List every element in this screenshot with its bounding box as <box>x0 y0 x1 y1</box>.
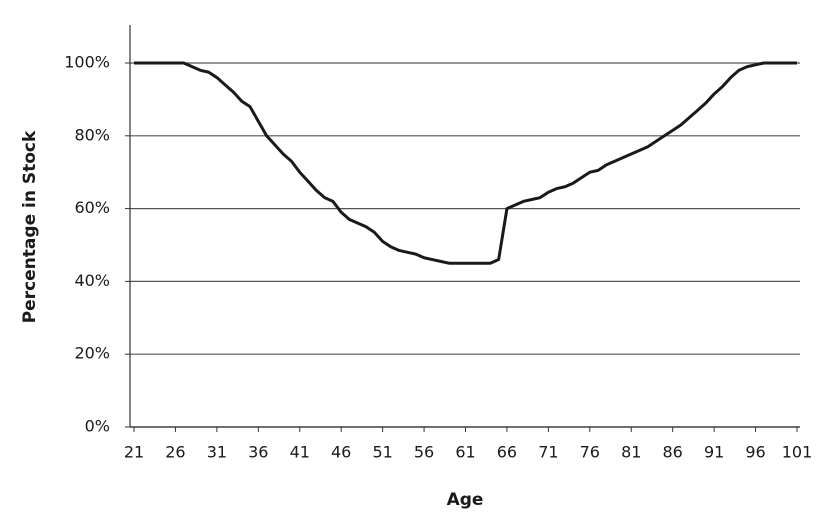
x-tick-label: 51 <box>372 443 392 462</box>
line <box>134 61 797 265</box>
x-tick-label: 86 <box>663 443 683 462</box>
x-tick-label: 101 <box>782 443 813 462</box>
x-tick-label: 46 <box>331 443 351 462</box>
y-tick-label: 100% <box>64 53 110 72</box>
x-tick-label: 66 <box>497 443 517 462</box>
x-tick-label: 21 <box>124 443 144 462</box>
x-tick-label: 41 <box>290 443 310 462</box>
x-tick-label: 56 <box>414 443 434 462</box>
y-axis-title: Percentage in Stock <box>20 130 40 323</box>
x-axis-title: Age <box>447 490 484 510</box>
x-tick-label: 96 <box>745 443 765 462</box>
y-tick-label: 60% <box>74 198 110 217</box>
x-tick-label: 36 <box>248 443 268 462</box>
x-tick-label: 81 <box>621 443 641 462</box>
x-tick-label: 26 <box>165 443 185 462</box>
x-tick-label: 61 <box>455 443 475 462</box>
y-tick-label: 40% <box>74 271 110 290</box>
x-tick-label: 76 <box>580 443 600 462</box>
x-tick-label: 91 <box>704 443 724 462</box>
x-tick-label: 71 <box>538 443 558 462</box>
y-tick-label: 80% <box>74 125 110 144</box>
y-tick-label: 20% <box>74 344 110 363</box>
x-tick-label: 31 <box>207 443 227 462</box>
y-tick-label: 0% <box>85 417 110 436</box>
